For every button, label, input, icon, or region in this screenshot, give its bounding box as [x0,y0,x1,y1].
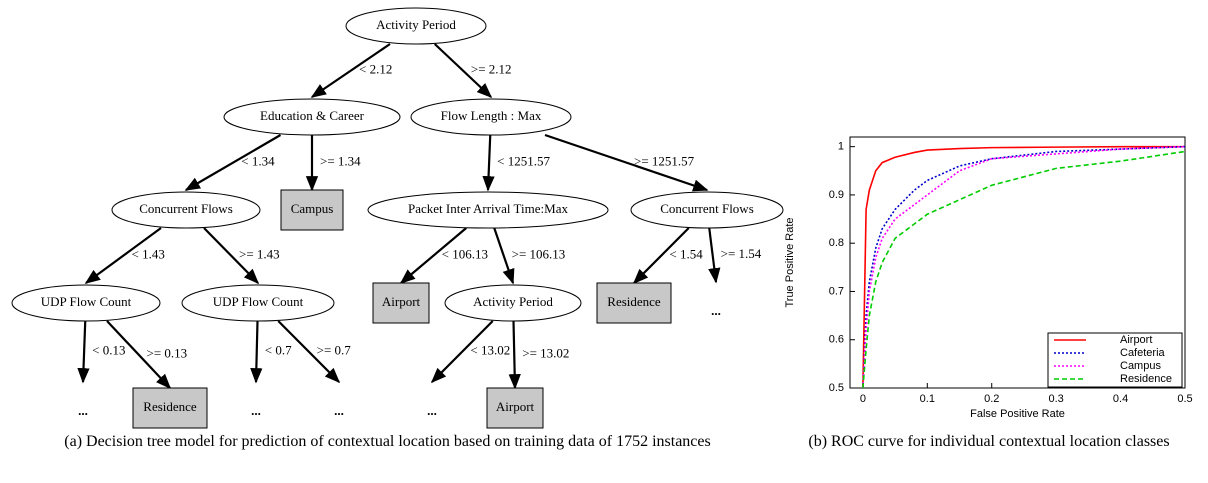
caption-a: (a) Decision tree model for prediction o… [64,433,711,450]
y-axis-label: True Positive Rate [784,217,796,307]
edge-label: >= 106.13 [512,246,566,261]
legend-label: Airport [1120,334,1152,346]
roc-curve [862,145,1185,389]
ellipsis: ... [78,403,88,418]
roc-curve [862,145,1186,389]
tree-node [410,98,572,136]
ellipsis: ... [334,403,344,418]
leaf-node [372,282,430,324]
tree-node [181,284,335,322]
edge [310,43,391,98]
leaf-node [132,387,208,429]
edge-label: < 106.13 [442,246,488,261]
edge-label: >= 1251.57 [634,153,695,168]
legend-label: Cafeteria [1120,347,1166,359]
tree-node [111,191,261,229]
leaf-node [596,282,672,324]
tree-node [345,7,487,45]
x-tick-label: 0.5 [1177,393,1192,405]
x-tick-label: 0.4 [1113,393,1128,405]
edge [493,227,515,285]
edge-label: >= 1.34 [320,153,361,168]
edge-label: < 0.7 [265,342,292,357]
roc-curve [862,150,1186,389]
leaf-node [486,387,544,429]
plot-frame [849,136,1186,389]
node-label: Activity Period [473,294,553,309]
x-tick-label: 0.2 [984,393,999,405]
caption-b: (b) ROC curve for individual contextual … [808,433,1170,450]
edge [508,320,521,390]
edge-label: < 1.43 [132,246,165,261]
tree-node [444,284,582,322]
node-label: Airport [382,294,421,309]
edge [77,320,90,384]
x-tick-label: 0 [860,393,866,405]
edge-label: >= 1.54 [721,246,762,261]
edge [184,134,282,191]
ellipsis: ... [251,403,261,418]
node-label: Airport [496,399,535,414]
y-tick-label: 0.7 [829,285,844,297]
edge [708,227,721,284]
x-axis-label: False Positive Rate [970,408,1065,420]
leaf-node [280,189,344,231]
tree-node [223,98,401,136]
edge [482,134,495,192]
node-label: Flow Length : Max [441,108,542,123]
edge-label: < 1.34 [241,153,275,168]
y-tick-label: 0.6 [829,334,844,346]
y-tick-label: 0.5 [829,382,844,394]
node-label: Residence [143,399,197,414]
ellipsis: ... [427,403,437,418]
tree-node [630,191,784,229]
edge [544,133,709,192]
edge-label: >= 2.12 [471,61,512,76]
legend-label: Campus [1120,360,1161,372]
legend-box [1047,332,1183,388]
x-tick-label: 0.1 [920,393,935,405]
node-label: Education & Career [260,108,365,123]
figure: < 2.12 >= 2.12 < 1.34 >= 1.34 < 1251.57 >= 12… [11,7,1193,429]
edge-label: < 0.13 [92,342,125,357]
edge-label: >= 0.7 [317,342,352,357]
tree-node [11,284,161,322]
legend-label: Residence [1120,373,1172,385]
edge [106,320,172,390]
edge [250,320,263,384]
node-label: UDP Flow Count [41,294,132,309]
node-label: Residence [607,294,661,309]
edge-label: >= 1.43 [239,246,280,261]
edge [203,227,260,285]
edge-label: < 13.02 [470,342,510,357]
node-label: Activity Period [376,17,456,32]
edge-label: < 1.54 [669,246,703,261]
node-label: Campus [291,201,334,216]
edge [277,320,341,384]
y-tick-label: 1 [838,141,844,153]
node-label: Concurrent Flows [139,201,233,216]
edge [433,43,493,99]
edge-label: >= 0.13 [147,345,188,360]
edge [430,320,494,384]
edge [632,227,690,285]
edge-label: >= 13.02 [522,345,569,360]
y-tick-label: 0.8 [829,237,844,249]
edge [84,227,162,284]
edge-label: < 2.12 [359,61,392,76]
x-tick-label: 0.3 [1049,393,1064,405]
edge [399,227,467,284]
tree-node [367,191,609,229]
node-label: UDP Flow Count [213,294,304,309]
roc-curve [862,145,1186,389]
node-label: Concurrent Flows [660,201,754,216]
node-label: Packet Inter Arrival Time:Max [408,201,568,216]
ellipsis: ... [711,303,721,318]
y-tick-label: 0.9 [829,189,844,201]
edge-label: < 1251.57 [497,153,550,168]
